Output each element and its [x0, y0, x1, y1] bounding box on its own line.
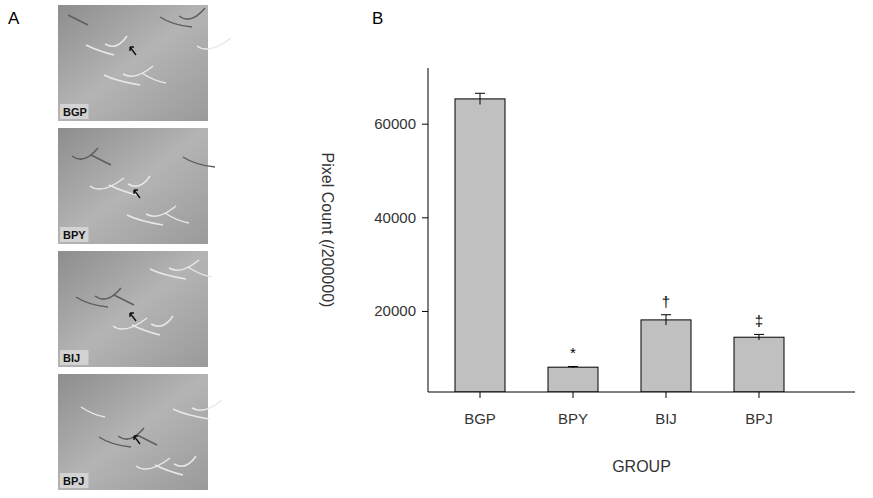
texture [183, 157, 215, 167]
x-tick [480, 392, 481, 398]
bars [455, 93, 784, 392]
texture [114, 295, 134, 305]
texture [76, 297, 108, 307]
texture [192, 400, 222, 410]
texture [123, 66, 153, 76]
texture [105, 36, 127, 46]
texture [113, 318, 147, 329]
significance-mark: * [570, 344, 576, 361]
texture [95, 288, 121, 299]
image-area [58, 128, 208, 244]
panel-letter: B [372, 9, 383, 28]
label-patch [60, 227, 89, 242]
bar [548, 367, 598, 392]
texture [197, 38, 231, 49]
texture [127, 215, 163, 225]
texture [160, 17, 192, 27]
texture [151, 316, 173, 326]
y-tick [422, 311, 428, 312]
texture [81, 407, 105, 417]
x-tick-label: BGP [464, 410, 496, 427]
micrograph: BGP [58, 5, 231, 121]
texture [155, 465, 183, 475]
arrow [130, 47, 136, 55]
y-axis [428, 68, 429, 392]
error-bar [568, 366, 578, 367]
texture [142, 73, 166, 83]
significance-mark: ‡ [755, 312, 763, 329]
texture [128, 176, 150, 186]
texture [179, 8, 205, 19]
error-bar [661, 315, 671, 325]
micrograph: BPJ [58, 374, 222, 490]
texture [118, 428, 144, 439]
bar [641, 320, 691, 392]
y-axis-title: Pixel Count (/200000) [319, 153, 336, 308]
x-tick-label: BPY [558, 410, 588, 427]
y-tick-label: 20000 [374, 302, 416, 319]
texture [104, 75, 140, 85]
arrow [130, 313, 136, 321]
texture [173, 409, 209, 419]
texture [72, 148, 98, 159]
y-tick [422, 124, 428, 125]
error-bar [475, 93, 485, 104]
texture [150, 269, 186, 279]
x-tick-label: BIJ [655, 410, 677, 427]
image-area [58, 374, 208, 490]
image-label: BPY [63, 229, 86, 241]
texture [91, 155, 111, 165]
bar [734, 337, 784, 392]
panel-letter: A [8, 9, 20, 28]
x-tick [666, 392, 667, 398]
texture [146, 206, 176, 216]
texture [90, 178, 124, 189]
y-tick [422, 217, 428, 218]
image-label: BIJ [63, 352, 80, 364]
y-tick-label: 60000 [374, 115, 416, 132]
y-tick-label: 40000 [374, 209, 416, 226]
figure: A BGP BPY BIJ BPJ B * † ‡ 20000 40000 60000 BGP BPY BI… [0, 0, 873, 498]
texture [174, 456, 196, 466]
x-axis [428, 392, 855, 393]
micrograph: BIJ [58, 251, 212, 367]
texture [165, 213, 189, 223]
texture [99, 437, 131, 447]
image-label: BPJ [63, 475, 84, 487]
image-area [58, 251, 208, 367]
texture [136, 458, 170, 469]
x-axis-title: GROUP [612, 458, 671, 475]
image-area [58, 5, 208, 121]
label-patch [60, 473, 89, 488]
significance-mark: † [662, 293, 670, 310]
x-tick-label: BPJ [745, 410, 773, 427]
texture [109, 185, 137, 195]
label-patch [60, 104, 89, 119]
texture [188, 267, 212, 277]
label-patch [60, 350, 89, 365]
texture [169, 260, 199, 270]
arrow [134, 190, 140, 198]
bar [455, 99, 505, 392]
image-label: BGP [63, 106, 87, 118]
arrow [134, 436, 140, 444]
texture [86, 45, 114, 55]
texture [68, 15, 88, 25]
x-tick [759, 392, 760, 398]
texture [132, 325, 160, 335]
micrograph: BPY [58, 128, 215, 244]
error-bar [754, 334, 764, 340]
x-tick [573, 392, 574, 398]
